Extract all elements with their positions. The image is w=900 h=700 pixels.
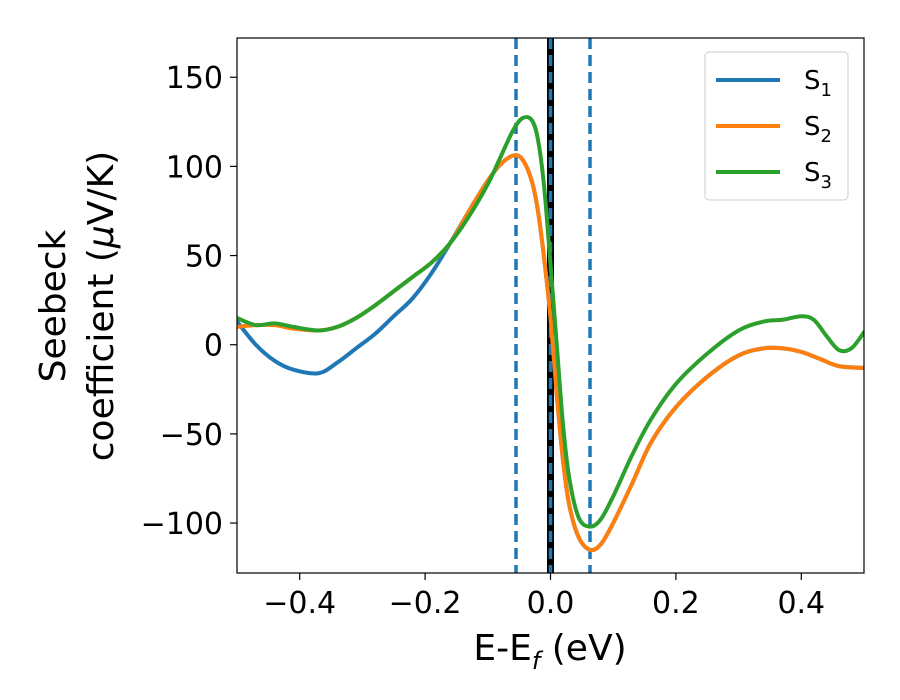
x-tick-label: −0.4 <box>263 586 336 621</box>
x-tick-label: 0.0 <box>527 586 575 621</box>
y-axis-title-line1: Seebeck <box>33 229 74 382</box>
y-tick-label: −50 <box>160 418 223 453</box>
y-tick-label: 150 <box>166 61 223 96</box>
y-tick-label: 50 <box>185 240 223 275</box>
legend: S1 S2 S3 <box>704 51 849 201</box>
y-tick-label: 0 <box>204 329 223 364</box>
x-tick-label: −0.2 <box>389 586 462 621</box>
x-axis-title: E-Ef (eV) <box>473 628 626 675</box>
y-tick-label: 100 <box>166 150 223 185</box>
series-line-s3 <box>237 115 864 529</box>
x-tick-label: 0.2 <box>652 586 700 621</box>
legend-label-s2: S2 <box>804 112 832 147</box>
x-tick-label: 0.4 <box>777 586 825 621</box>
y-axis-title-line2: coefficient (μV/K) <box>81 151 122 461</box>
y-tick-label: −100 <box>141 507 223 542</box>
legend-label-s3: S3 <box>804 158 832 193</box>
legend-label-s1: S1 <box>804 66 832 101</box>
